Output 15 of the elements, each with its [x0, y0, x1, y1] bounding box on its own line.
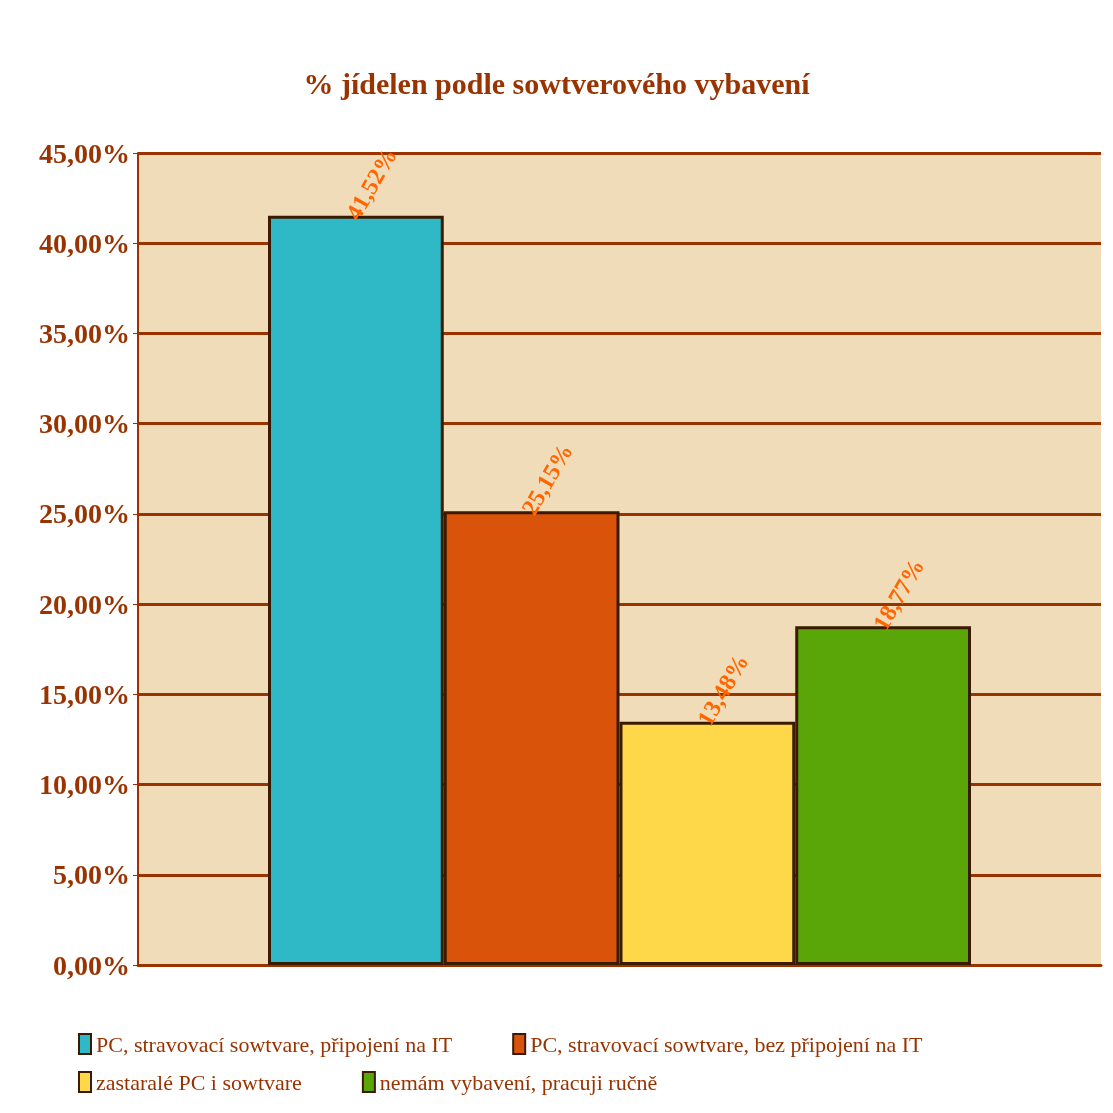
y-tick-label: 40,00% — [39, 227, 130, 259]
y-tick-label: 35,00% — [39, 317, 130, 349]
y-tick-label: 30,00% — [39, 408, 130, 440]
legend-label: PC, stravovací sowtvare, bez připojení na IT — [530, 1031, 923, 1057]
y-tick-label: 20,00% — [39, 588, 130, 620]
legend-label: zastaralé PC i sowtvare — [96, 1069, 302, 1095]
legend-label: PC, stravovací sowtvare, připojení na IT — [96, 1031, 453, 1057]
y-tick-label: 5,00% — [53, 859, 130, 891]
y-tick-label: 25,00% — [39, 498, 130, 530]
y-tick-label: 10,00% — [39, 769, 130, 801]
legend-label: nemám vybavení, pracuji ručně — [379, 1069, 658, 1095]
y-tick-label: 15,00% — [39, 678, 130, 710]
y-tick-label: 0,00% — [53, 949, 130, 981]
chart-title: % jídelen podle sowtverového vybavení — [303, 66, 811, 100]
y-tick-label: 45,00% — [39, 137, 130, 169]
